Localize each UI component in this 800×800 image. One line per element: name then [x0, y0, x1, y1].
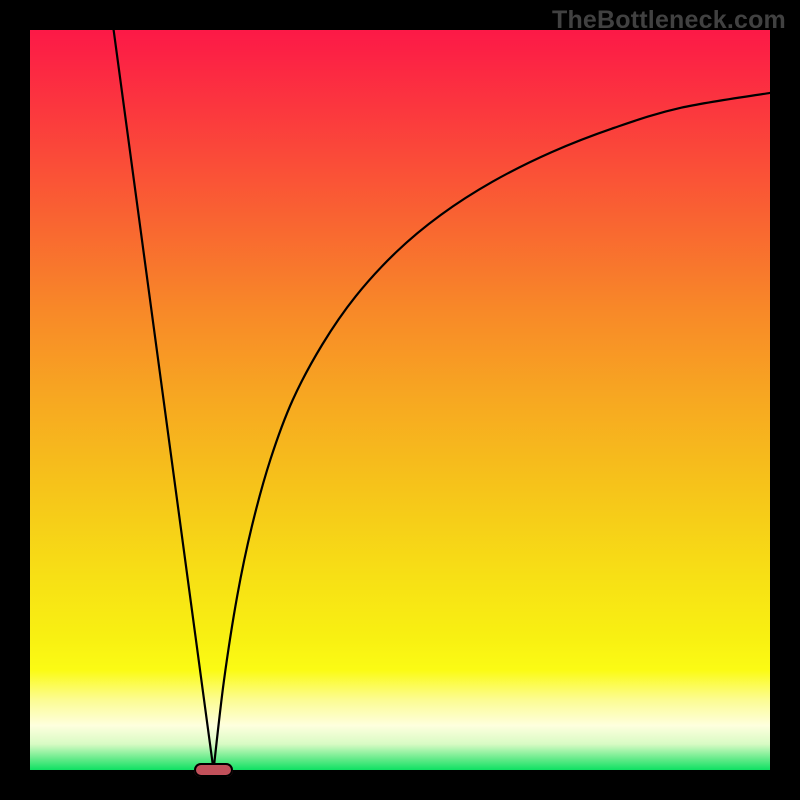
plot-area: [30, 30, 770, 770]
curve-right-branch: [214, 93, 770, 770]
curve-layer: [30, 30, 770, 770]
curve-left-branch: [114, 30, 214, 770]
watermark-text: TheBottleneck.com: [552, 6, 786, 35]
vertex-marker: [194, 763, 232, 778]
